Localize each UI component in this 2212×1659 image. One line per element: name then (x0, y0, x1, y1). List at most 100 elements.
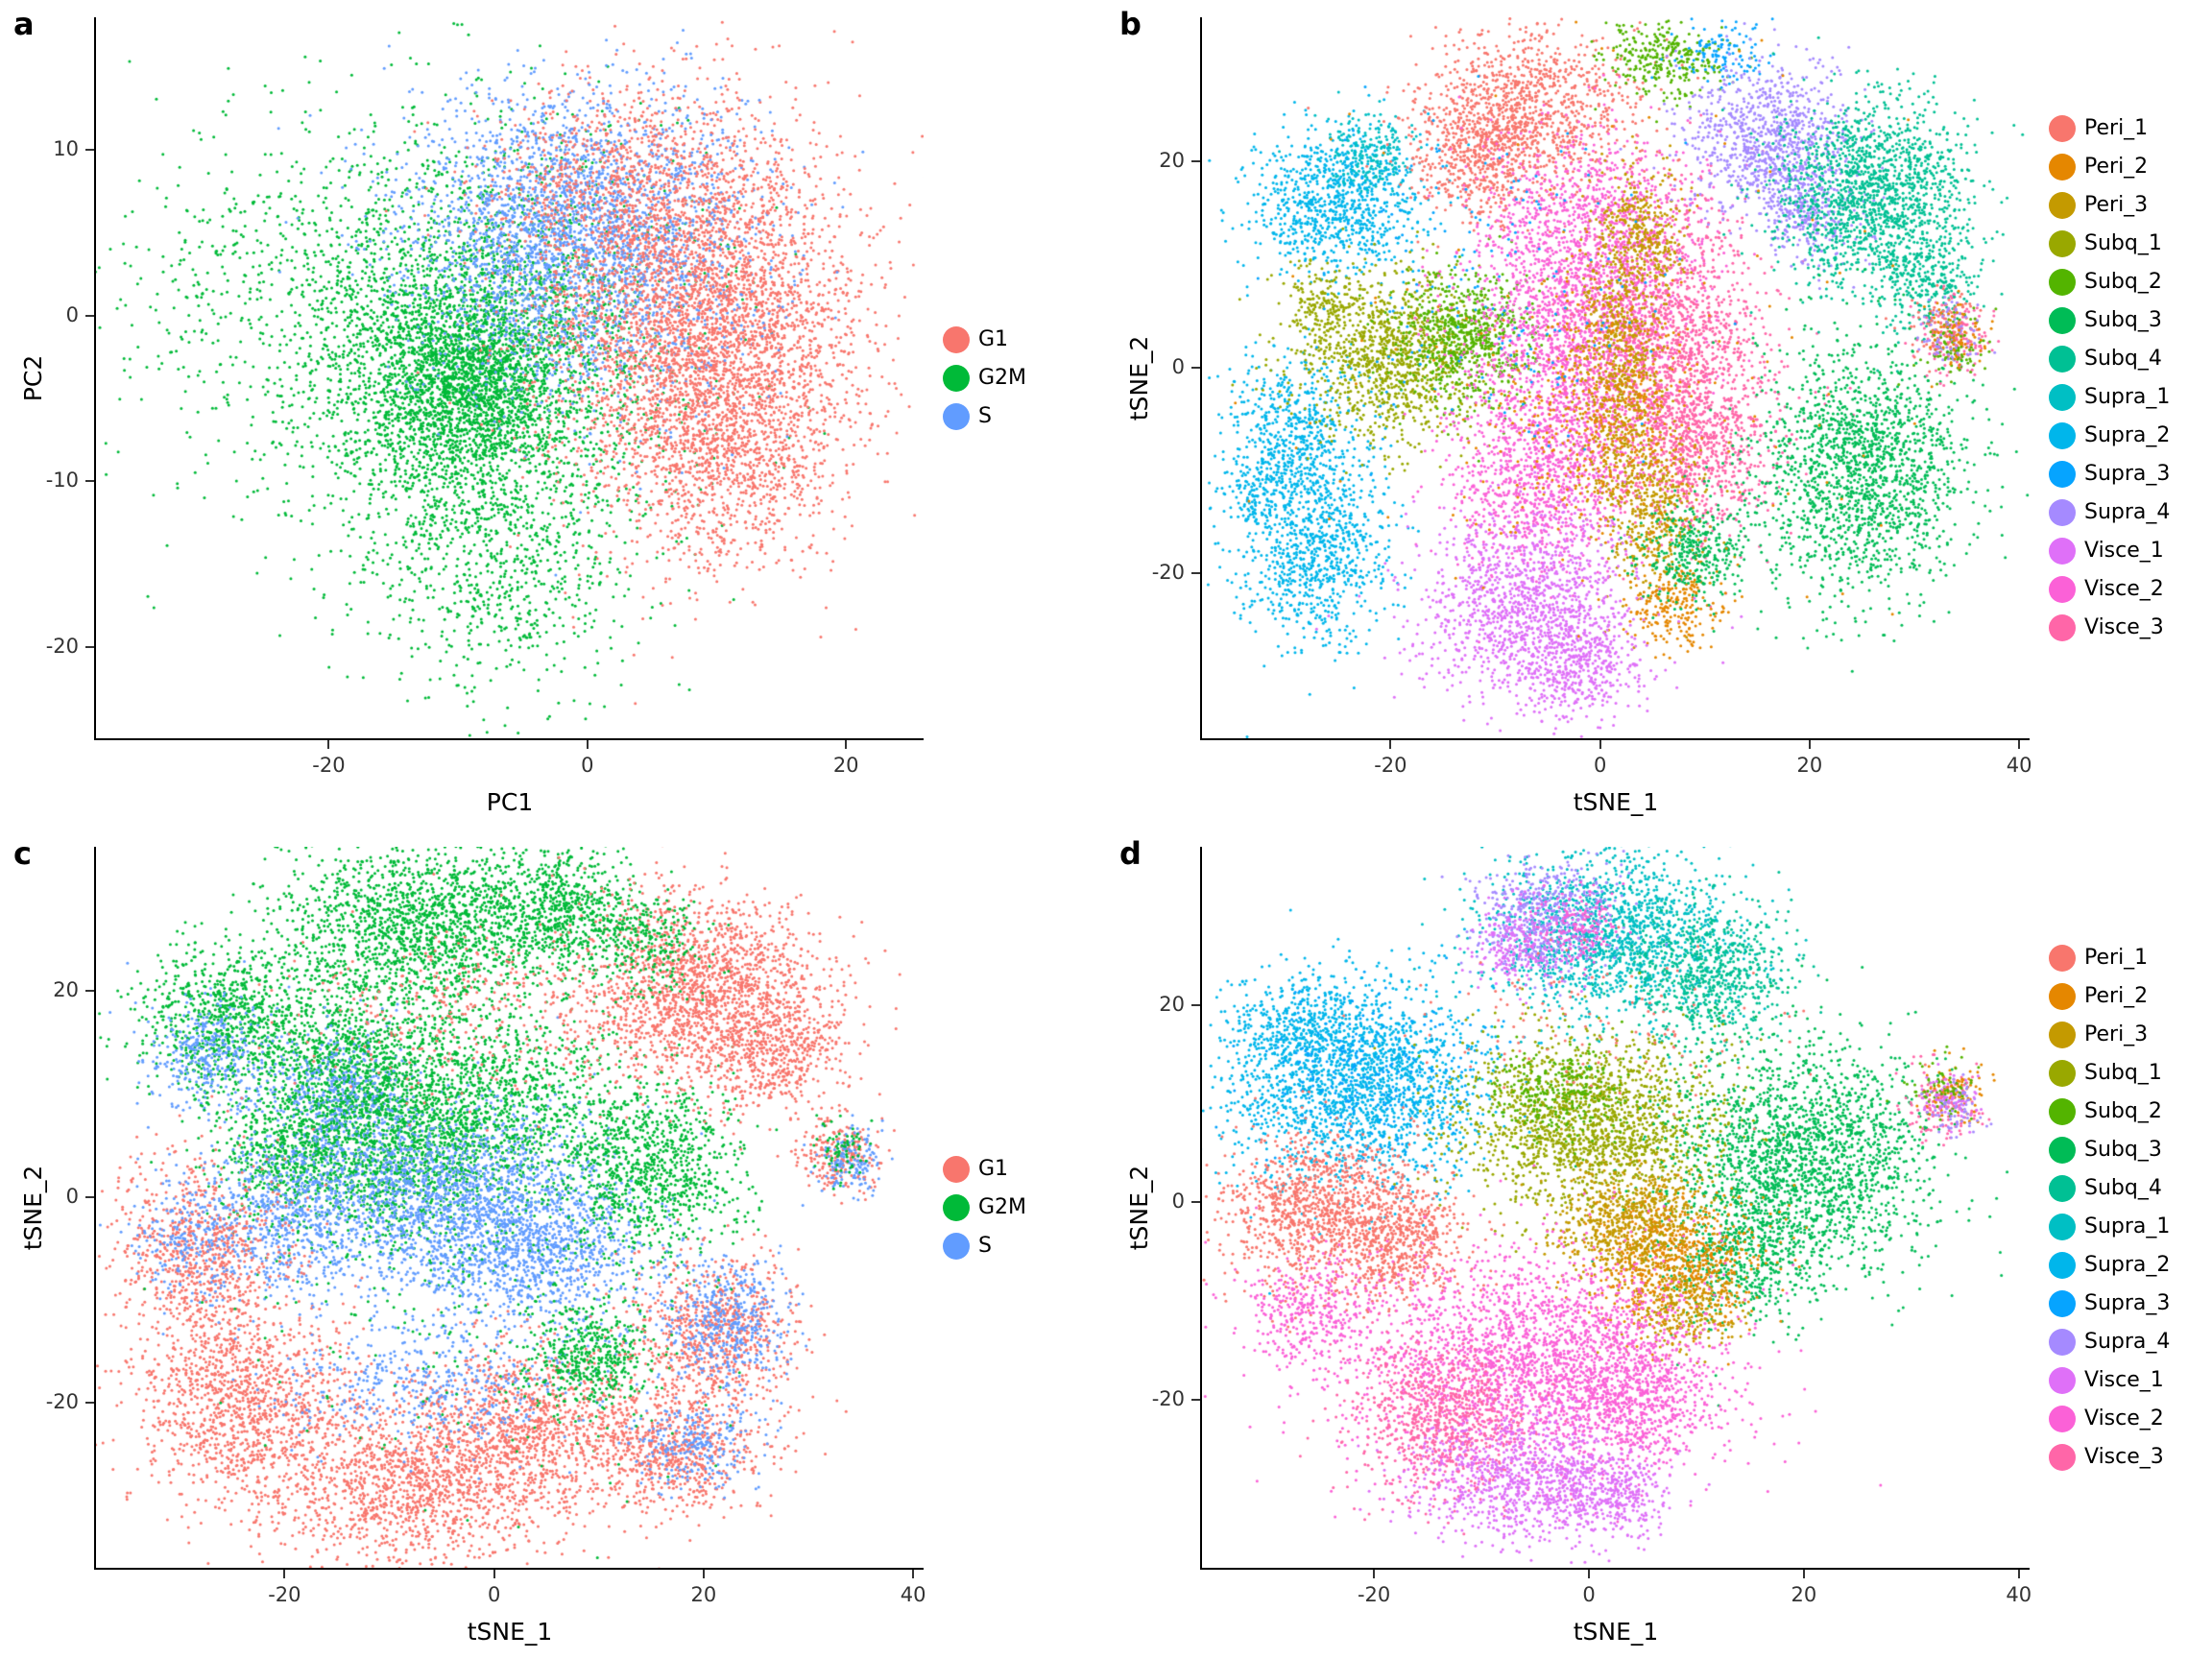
y-axis-title: tSNE_2 (1125, 1165, 1153, 1250)
y-tick-mark (85, 990, 94, 993)
legend-dot-icon (2049, 613, 2076, 641)
y-axis-title-text: PC2 (19, 354, 47, 401)
legend-item-label: S (978, 404, 992, 428)
legend-dot-icon (2049, 268, 2076, 296)
x-tick-mark (2018, 740, 2021, 749)
x-tick-label: 0 (487, 1583, 501, 1606)
panel-label-b: b (1119, 6, 1142, 42)
x-tick-mark (1373, 1570, 1376, 1578)
legend-item-label: Peri_3 (2084, 193, 2149, 217)
x-tick-label: -20 (1357, 1583, 1391, 1606)
legend-item-subq_4: Subq_4 (2049, 340, 2170, 378)
x-tick-mark (1389, 740, 1392, 749)
legend-dot-icon (943, 402, 970, 430)
y-tick-label: 0 (1171, 1190, 1185, 1214)
legend-item-supra_2: Supra_2 (2049, 1246, 2170, 1285)
legend-item-g2m: G2M (943, 359, 1026, 397)
legend-item-label: Subq_1 (2084, 1061, 2162, 1085)
x-tick-label: -20 (268, 1583, 301, 1606)
legend-dot-icon (2049, 1328, 2076, 1356)
x-tick-label: 40 (2006, 754, 2032, 777)
legend-dot-icon (2049, 421, 2076, 449)
legend-item-subq_1: Subq_1 (2049, 225, 2170, 263)
legend-item-peri_2: Peri_2 (2049, 148, 2170, 186)
x-axis-line (94, 738, 924, 740)
y-axis-title-text: tSNE_2 (1125, 1165, 1153, 1250)
legend-item-visce_1: Visce_1 (2049, 1361, 2170, 1400)
legend-dot-icon (2049, 153, 2076, 180)
x-tick-label: 40 (2006, 1583, 2032, 1606)
legend-dot-icon (2049, 460, 2076, 488)
legend-item-s: S (943, 1227, 1026, 1265)
panel-label-d: d (1119, 835, 1142, 872)
legend-item-supra_4: Supra_4 (2049, 1323, 2170, 1361)
legend-item-label: Visce_1 (2084, 539, 2164, 563)
x-tick-label: 0 (1582, 1583, 1596, 1606)
legend-item-label: Peri_1 (2084, 116, 2149, 140)
legend-dot-icon (943, 325, 970, 353)
legend-item-label: Supra_4 (2084, 1330, 2171, 1354)
y-axis-title: tSNE_2 (19, 1165, 47, 1250)
legend-item-visce_1: Visce_1 (2049, 532, 2170, 570)
legend-item-subq_2: Subq_2 (2049, 1093, 2170, 1131)
legend-item-label: Subq_2 (2084, 270, 2162, 294)
x-axis-line (94, 1568, 924, 1570)
legend-item-peri_2: Peri_2 (2049, 977, 2170, 1016)
x-tick-mark (586, 740, 589, 749)
legend-item-supra_2: Supra_2 (2049, 417, 2170, 455)
x-tick-label: 20 (832, 754, 859, 777)
y-tick-mark (1191, 1201, 1200, 1204)
panel-label-c: c (13, 835, 32, 872)
panel-label-a: a (13, 6, 35, 42)
x-axis-title: PC1 (486, 788, 534, 816)
y-axis-line (94, 847, 96, 1570)
y-tick-label: 0 (65, 302, 79, 326)
legend-item-subq_1: Subq_1 (2049, 1054, 2170, 1093)
y-tick-mark (1191, 1003, 1200, 1006)
legend-item-label: S (978, 1234, 992, 1258)
y-axis-title: PC2 (19, 354, 47, 400)
legend-item-label: Supra_1 (2084, 385, 2171, 409)
y-tick-label: 0 (1171, 354, 1185, 378)
legend-item-label: G2M (978, 366, 1027, 390)
legend-item-label: Subq_3 (2084, 308, 2162, 332)
legend-item-visce_2: Visce_2 (2049, 570, 2170, 609)
legend-dot-icon (2049, 383, 2076, 411)
legend-item-s: S (943, 397, 1026, 436)
y-tick-label: -20 (1151, 561, 1185, 585)
x-axis-title: tSNE_1 (1573, 788, 1659, 816)
legend-item-peri_3: Peri_3 (2049, 1016, 2170, 1054)
y-tick-mark (1191, 572, 1200, 575)
legend-item-label: Peri_2 (2084, 155, 2149, 179)
y-tick-label: -10 (45, 469, 79, 493)
legend-item-subq_4: Subq_4 (2049, 1169, 2170, 1208)
legend-item-g1: G1 (943, 321, 1026, 359)
legend-item-label: Supra_3 (2084, 1291, 2171, 1315)
legend-item-supra_1: Supra_1 (2049, 1208, 2170, 1246)
x-tick-mark (1802, 1570, 1805, 1578)
y-tick-mark (1191, 1399, 1200, 1402)
x-tick-label: 0 (581, 754, 594, 777)
y-tick-mark (1191, 366, 1200, 369)
legend-dot-icon (943, 364, 970, 392)
legend-dot-icon (943, 1193, 970, 1221)
x-tick-mark (327, 740, 330, 749)
x-tick-label: 20 (1796, 754, 1823, 777)
legend-item-visce_3: Visce_3 (2049, 609, 2170, 647)
y-tick-mark (85, 1402, 94, 1405)
legend-item-label: Supra_2 (2084, 1253, 2171, 1277)
y-axis-title-text: tSNE_2 (19, 1165, 47, 1250)
y-tick-label: -20 (1151, 1387, 1185, 1411)
legend-item-peri_3: Peri_3 (2049, 186, 2170, 225)
legend-c: G1 G2M S (943, 1150, 1026, 1265)
legend-d: Peri_1 Peri_2 Peri_3 Subq_1 Subq_2 Subq_3 Subq… (2049, 939, 2170, 1477)
scatter-plot-a (96, 17, 924, 738)
y-tick-label: 20 (53, 978, 79, 1002)
x-tick-label: 0 (1593, 754, 1607, 777)
legend-item-subq_2: Subq_2 (2049, 263, 2170, 301)
legend-item-subq_3: Subq_3 (2049, 301, 2170, 340)
legend-dot-icon (2049, 1289, 2076, 1317)
y-tick-label: -20 (45, 1390, 79, 1414)
legend-item-label: Supra_2 (2084, 423, 2171, 447)
y-axis-title: tSNE_2 (1125, 335, 1153, 421)
